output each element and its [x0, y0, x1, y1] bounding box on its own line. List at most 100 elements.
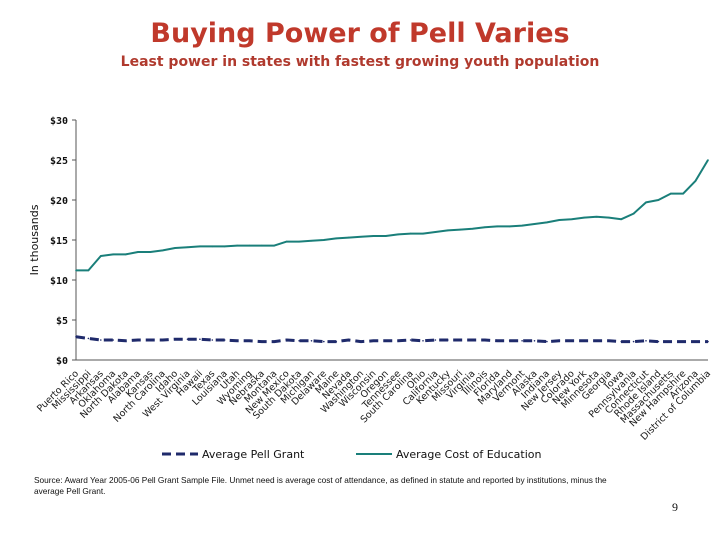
data-point	[632, 212, 635, 215]
data-point	[632, 340, 635, 343]
data-point	[112, 339, 114, 341]
data-point	[186, 338, 189, 341]
data-point	[508, 225, 511, 228]
y-axis: $0 $5 $10 $15 $20 $25 $30 In thousands	[28, 116, 77, 367]
data-point	[620, 218, 623, 220]
data-point	[496, 340, 499, 342]
data-point	[570, 218, 573, 220]
data-point	[87, 269, 90, 272]
data-point	[434, 231, 437, 233]
data-point	[323, 340, 325, 343]
data-point	[570, 340, 573, 342]
data-point	[447, 339, 449, 341]
series-line-cost-of-education	[76, 159, 709, 272]
data-point	[75, 336, 77, 338]
data-point	[100, 255, 102, 257]
data-point	[112, 253, 114, 256]
data-point	[558, 219, 561, 221]
data-point	[161, 249, 164, 252]
data-point	[397, 340, 400, 342]
y-tick-label: $25	[50, 156, 68, 167]
data-point	[100, 339, 102, 341]
series-layer	[75, 159, 709, 344]
data-point	[273, 244, 276, 247]
data-point	[397, 233, 400, 236]
data-point	[434, 339, 437, 341]
data-point	[682, 340, 684, 343]
data-point	[161, 339, 164, 341]
data-point	[310, 240, 313, 242]
data-point	[496, 225, 499, 228]
data-point	[583, 216, 585, 219]
data-point	[335, 340, 338, 343]
source-note: Source: Award Year 2005-06 Pell Grant Sa…	[34, 475, 607, 496]
data-point	[137, 251, 139, 253]
y-tick-label: $20	[50, 196, 68, 207]
data-point	[174, 338, 176, 341]
y-tick-label: $5	[56, 316, 68, 327]
data-point	[595, 216, 598, 218]
data-point	[608, 216, 610, 219]
data-point	[645, 340, 647, 342]
data-point	[273, 340, 276, 343]
data-point	[409, 339, 412, 341]
data-point	[422, 232, 424, 235]
data-point	[149, 251, 152, 253]
legend: Average Pell Grant Average Cost of Educat…	[162, 448, 542, 461]
data-point	[385, 340, 387, 342]
data-point	[533, 340, 536, 342]
data-point	[471, 228, 474, 230]
data-point	[372, 235, 375, 237]
data-point	[645, 201, 647, 204]
data-point	[471, 339, 474, 341]
data-point	[508, 340, 511, 342]
data-point	[137, 339, 139, 341]
data-point	[707, 159, 709, 161]
y-tick-label: $30	[50, 116, 68, 127]
data-point	[521, 340, 523, 342]
slide-title: Buying Power of Pell Varies	[150, 18, 570, 49]
data-point	[682, 192, 684, 195]
series-line-pell-grant	[75, 335, 708, 344]
data-point	[323, 239, 325, 241]
data-point	[484, 226, 486, 228]
data-point	[620, 340, 623, 343]
y-axis-label: In thousands	[28, 204, 41, 275]
data-point	[298, 240, 300, 243]
page-number: 9	[672, 500, 678, 514]
data-point	[285, 339, 288, 341]
y-tick-label: $10	[50, 276, 68, 287]
data-point	[261, 340, 263, 343]
data-point	[199, 245, 201, 248]
legend-item-cost-of-education: Average Cost of Education	[356, 448, 542, 461]
data-point	[595, 340, 598, 342]
data-point	[694, 180, 697, 182]
data-point	[124, 340, 127, 342]
y-tick-label: $15	[50, 236, 68, 247]
data-point	[335, 237, 338, 240]
data-point	[521, 224, 523, 227]
data-point	[248, 340, 251, 342]
data-point	[422, 340, 424, 342]
y-tick-label: $0	[56, 356, 68, 367]
data-point	[546, 340, 548, 343]
data-point	[707, 340, 709, 343]
slide-subtitle: Least power in states with fastest growi…	[120, 54, 600, 70]
data-point	[310, 340, 313, 342]
data-point	[149, 339, 152, 341]
legend-item-pell-grant: Average Pell Grant	[162, 448, 305, 461]
data-point	[657, 340, 660, 343]
data-point	[360, 340, 362, 343]
data-point	[285, 240, 288, 243]
data-point	[546, 221, 548, 224]
data-point	[583, 340, 585, 342]
data-point	[223, 245, 226, 248]
data-point	[347, 236, 350, 239]
data-point	[409, 232, 412, 235]
data-point	[459, 228, 462, 231]
data-point	[223, 339, 226, 341]
data-point	[533, 223, 536, 225]
data-point	[75, 269, 77, 272]
data-point	[347, 339, 350, 341]
